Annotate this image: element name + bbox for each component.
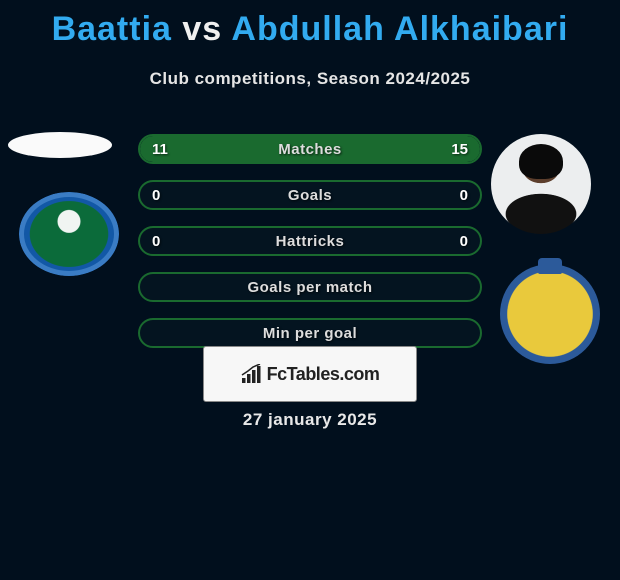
stat-row: Min per goal (138, 318, 482, 348)
player2-club-badge (500, 264, 600, 364)
stat-bars-container: 11 15 Matches 0 0 Goals 0 0 Hattricks Goals per m… (138, 134, 482, 364)
stat-row: 11 15 Matches (138, 134, 482, 164)
player1-name: Baattia (52, 10, 172, 48)
player2-avatar (491, 134, 591, 234)
stat-row: 0 0 Goals (138, 180, 482, 210)
stat-label: Goals (288, 187, 332, 204)
stat-label: Matches (278, 141, 342, 158)
stat-row: Goals per match (138, 272, 482, 302)
stat-value-right: 15 (451, 141, 468, 158)
stat-value-right: 0 (460, 233, 468, 250)
subtitle: Club competitions, Season 2024/2025 (0, 69, 620, 89)
player2-name: Abdullah Alkhaibari (231, 10, 568, 48)
stat-label: Hattricks (276, 233, 345, 250)
stat-row: 0 0 Hattricks (138, 226, 482, 256)
stat-label: Min per goal (263, 325, 357, 342)
stat-label: Goals per match (247, 279, 372, 296)
comparison-title: Baattia vs Abdullah Alkhaibari (0, 0, 620, 49)
player1-avatar (8, 132, 112, 158)
stat-value-left: 11 (152, 141, 168, 158)
comparison-content: 11 15 Matches 0 0 Goals 0 0 Hattricks Goals per m… (0, 124, 620, 364)
stat-value-right: 0 (460, 187, 468, 204)
chart-icon (241, 364, 263, 384)
stat-value-left: 0 (152, 187, 160, 204)
player1-club-badge (19, 192, 119, 276)
site-logo[interactable]: FcTables.com (203, 346, 417, 402)
vs-text: vs (182, 10, 222, 48)
stat-value-left: 0 (152, 233, 160, 250)
date-label: 27 january 2025 (243, 410, 377, 430)
logo-text: FcTables.com (267, 364, 380, 385)
